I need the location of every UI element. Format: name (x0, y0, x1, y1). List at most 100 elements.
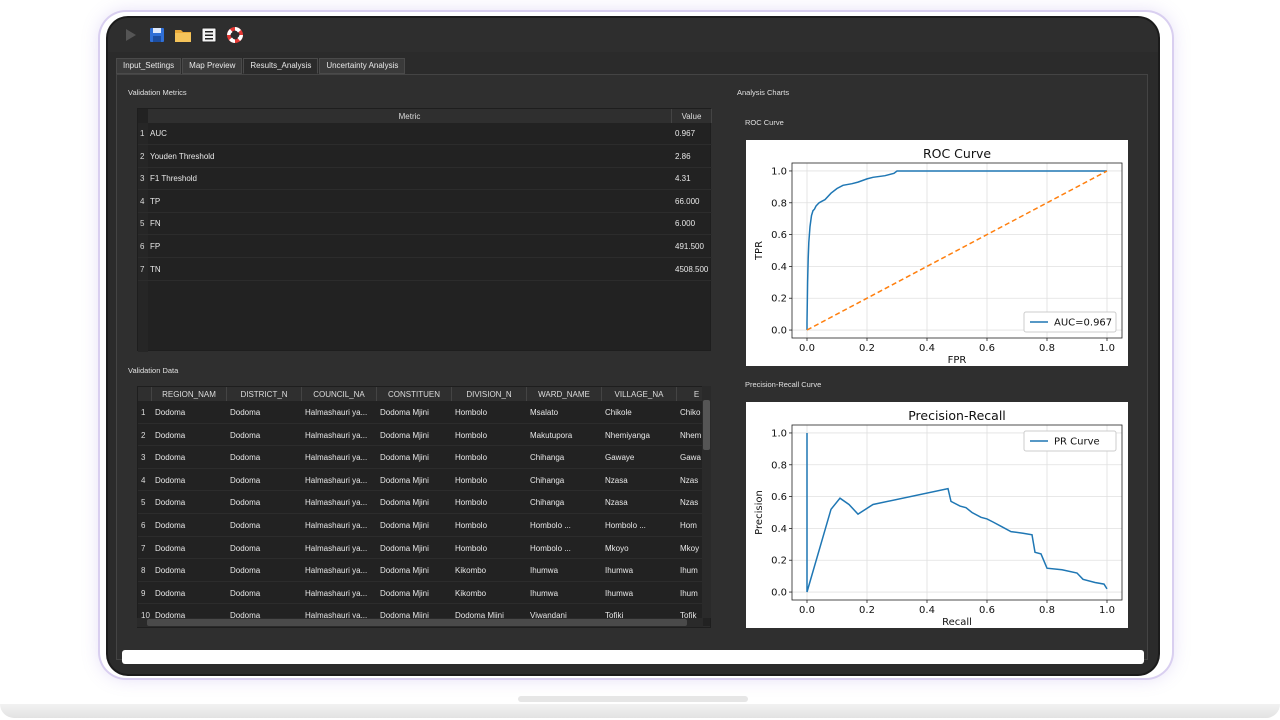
data-column-header[interactable]: CONSTITUEN (377, 387, 452, 401)
metric-row[interactable]: 4 TP 66.000 (138, 191, 712, 213)
tab-input-settings[interactable]: Input_Settings (116, 58, 182, 74)
table-cell: Hombolo (455, 521, 488, 530)
table-cell: Chihanga (530, 475, 565, 485)
horizontal-scroll-thumb[interactable] (147, 619, 687, 626)
y-tick-label: 0.0 (771, 326, 787, 337)
metric-value: 2.86 (675, 151, 691, 161)
table-cell: Dodoma Mjini (380, 521, 429, 530)
run-icon[interactable] (122, 26, 140, 44)
plot-frame (791, 162, 1123, 339)
x-axis-label: Recall (942, 617, 972, 628)
y-tick-label: 1.0 (771, 166, 787, 177)
table-row[interactable]: 3 Dodoma Dodoma Halmashauri ya... Dodoma Mji… (138, 446, 710, 469)
metric-row[interactable]: 6 FP 491.500 (138, 236, 712, 258)
tab-bar: Input_Settings Map Preview Results_Analy… (116, 58, 406, 74)
table-cell: Nzas (680, 475, 699, 485)
y-tick-label: 0.0 (771, 588, 787, 599)
table-cell: Dodoma Mjini (380, 566, 429, 576)
table-cell: Halmashauri ya... (305, 566, 368, 576)
table-cell: Halmashauri ya... (305, 453, 368, 463)
save-icon[interactable] (148, 26, 166, 44)
tab-results-analysis[interactable]: Results_Analysis (243, 58, 319, 74)
value-column-header[interactable]: Value (672, 109, 712, 123)
table-cell: Halmashauri ya... (305, 475, 368, 485)
chart-title: Precision-Recall (908, 408, 1006, 423)
pr-chart: 0.0 0.2 0.4 0.6 0.8 1.0 0.0 0.2 0.4 0.6 0.8 1.0 Prec… (754, 408, 1123, 628)
data-column-header[interactable]: WARD_NAME (527, 387, 602, 401)
table-row[interactable]: 8 Dodoma Dodoma Halmashauri ya... Dodoma Mji… (138, 559, 710, 582)
row-number: 7 (140, 264, 145, 274)
validation-metrics-table: Metric Value 1 AUC 0.967 2 Youden Threshold 2… (137, 108, 712, 352)
y-tick-label: 0.2 (771, 294, 787, 305)
metric-row[interactable]: 3 F1 Threshold 4.31 (138, 168, 712, 191)
table-cell: Hombolo (455, 498, 488, 508)
table-row[interactable]: 6 Dodoma Dodoma Halmashauri ya... Dodoma Mji… (138, 514, 710, 537)
table-cell: Nzasa (605, 475, 628, 485)
legend-entry: AUC=0.967 (1054, 318, 1112, 329)
table-cell: Dodoma (230, 475, 261, 485)
roc-chart: 0.0 0.2 0.4 0.6 0.8 1.0 0.0 0.2 0.4 0.6 0.8 1.0 ROC … (754, 146, 1123, 366)
data-column-header[interactable]: VILLAGE_NA (602, 387, 677, 401)
table-row[interactable]: 7 Dodoma Dodoma Halmashauri ya... Dodoma Mji… (138, 537, 710, 560)
metric-value: 0.967 (675, 129, 696, 138)
metric-row[interactable]: 1 AUC 0.967 (138, 123, 712, 145)
table-cell: Halmashauri ya... (305, 543, 368, 553)
table-cell: Dodoma Mjini (380, 408, 429, 417)
vertical-scroll-thumb[interactable] (703, 400, 710, 450)
metric-row[interactable]: 7 TN 4508.500 (138, 259, 712, 281)
help-icon[interactable] (226, 26, 244, 44)
table-cell: Dodoma Mjini (380, 475, 429, 485)
data-column-header[interactable]: REGION_NAM (152, 387, 227, 401)
data-column-header[interactable]: DIVISION_N (452, 387, 527, 401)
table-row[interactable]: 9 Dodoma Dodoma Halmashauri ya... Dodoma Mji… (138, 582, 710, 605)
x-tick-label: 0.8 (1039, 343, 1055, 354)
data-table-vertical-scrollbar[interactable] (702, 386, 711, 618)
table-cell: Mkoyo (605, 543, 629, 553)
table-cell: Ihum (680, 588, 698, 598)
table-cell: Hombolo (455, 475, 488, 485)
metric-row[interactable]: 2 Youden Threshold 2.86 (138, 146, 712, 168)
metric-value: 491.500 (675, 242, 704, 251)
table-cell: Halmashauri ya... (305, 498, 368, 508)
row-number: 5 (140, 219, 145, 229)
metric-name: FP (150, 242, 161, 251)
x-tick-label: 1.0 (1099, 605, 1115, 616)
metric-name: F1 Threshold (150, 174, 197, 184)
y-tick-label: 1.0 (771, 428, 787, 439)
folder-icon[interactable] (174, 26, 192, 44)
table-row[interactable]: 4 Dodoma Dodoma Halmashauri ya... Dodoma Mji… (138, 469, 710, 492)
data-column-header[interactable]: E (677, 387, 710, 401)
table-cell: Ihumwa (530, 588, 559, 598)
row-number: 3 (140, 174, 145, 184)
status-bar (122, 650, 1144, 664)
laptop-base (0, 704, 1280, 718)
table-cell: Dodoma Mjini (455, 611, 504, 621)
legend-box (1023, 430, 1117, 452)
data-column-header[interactable]: DISTRICT_N (227, 387, 302, 401)
chart-title: ROC Curve (923, 146, 991, 161)
table-cell: Halmashauri ya... (305, 521, 368, 530)
metric-value: 4508.500 (675, 264, 709, 274)
table-row[interactable]: 2 Dodoma Dodoma Halmashauri ya... Dodoma Mji… (138, 424, 710, 447)
data-column-header[interactable]: COUNCIL_NA (302, 387, 377, 401)
table-cell: Dodoma Mjini (380, 453, 429, 463)
table-cell: Ihumwa (605, 566, 634, 576)
table-cell: Dodoma (155, 521, 186, 530)
metric-value: 6.000 (675, 219, 696, 229)
table-cell: Hombolo (455, 408, 488, 417)
table-row[interactable]: 1 Dodoma Dodoma Halmashauri ya... Dodoma Mji… (138, 401, 710, 424)
toolbar (108, 18, 1158, 52)
table-cell: Dodoma (230, 521, 261, 530)
metric-row[interactable]: 5 FN 6.000 (138, 213, 712, 236)
tab-uncertainty-analysis[interactable]: Uncertainty Analysis (319, 58, 406, 74)
data-table-horizontal-scrollbar[interactable] (137, 618, 703, 627)
table-row[interactable]: 5 Dodoma Dodoma Halmashauri ya... Dodoma Mji… (138, 491, 710, 514)
table-cell: Hombolo ... (530, 543, 571, 553)
metric-column-header[interactable]: Metric (148, 109, 672, 123)
table-cell: Kikombo (455, 566, 487, 576)
x-tick-label: 0.6 (979, 605, 995, 616)
metric-value: 4.31 (675, 174, 691, 184)
table-cell: Nhemiyanga (605, 430, 650, 440)
tab-map-preview[interactable]: Map Preview (182, 58, 243, 74)
list-icon[interactable] (200, 26, 218, 44)
